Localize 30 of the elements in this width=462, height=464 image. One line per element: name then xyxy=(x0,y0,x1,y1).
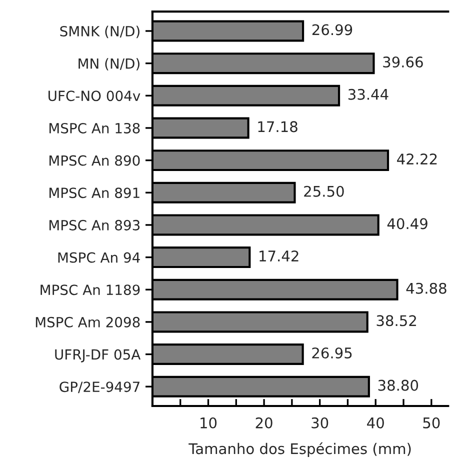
y-tick-label: UFRJ-DF 05A xyxy=(55,349,141,362)
data-label: 42.22 xyxy=(397,154,437,164)
y-tick-label: UFC-NO 004v xyxy=(48,90,140,102)
data-label: 40.49 xyxy=(387,218,428,230)
data-label: 25.50 xyxy=(304,186,344,197)
data-label: 26.95 xyxy=(312,347,352,359)
x-tick-label: 10 xyxy=(200,417,217,428)
data-label: 33.44 xyxy=(348,88,388,100)
data-label: 17.18 xyxy=(258,121,298,132)
data-label: 39.66 xyxy=(383,56,423,68)
x-tick-label: 50 xyxy=(423,417,440,428)
x-tick-label: 40 xyxy=(367,417,384,428)
y-tick-label: MPSC An 890 xyxy=(50,155,140,166)
y-tick-label: MN (N/D) xyxy=(78,58,140,70)
y-tick-label: MPSC An 1189 xyxy=(40,284,140,296)
data-label: 17.42 xyxy=(260,250,298,262)
y-tick-label: MSPC Am 2098 xyxy=(36,316,140,328)
y-tick-label: SMNK (N/D) xyxy=(60,26,140,38)
data-label: 26.99 xyxy=(312,24,352,36)
y-tick-label: MPSC An 891 xyxy=(50,188,140,198)
x-tick-label: 30 xyxy=(312,417,328,428)
x-axis-title: Tamanho dos Espécimes (mm) xyxy=(188,442,411,458)
data-label: 43.88 xyxy=(406,282,446,294)
y-tick-label: MSPC An 94 xyxy=(58,252,140,263)
data-label: 38.80 xyxy=(378,380,418,391)
y-tick-label: MSPC An 138 xyxy=(50,122,140,134)
y-tick-label: MPSC An 893 xyxy=(50,220,140,230)
x-tick-label: 20 xyxy=(256,417,272,428)
data-label: 38.52 xyxy=(376,315,416,326)
y-tick-label: GP/2E-9497 xyxy=(60,382,140,394)
